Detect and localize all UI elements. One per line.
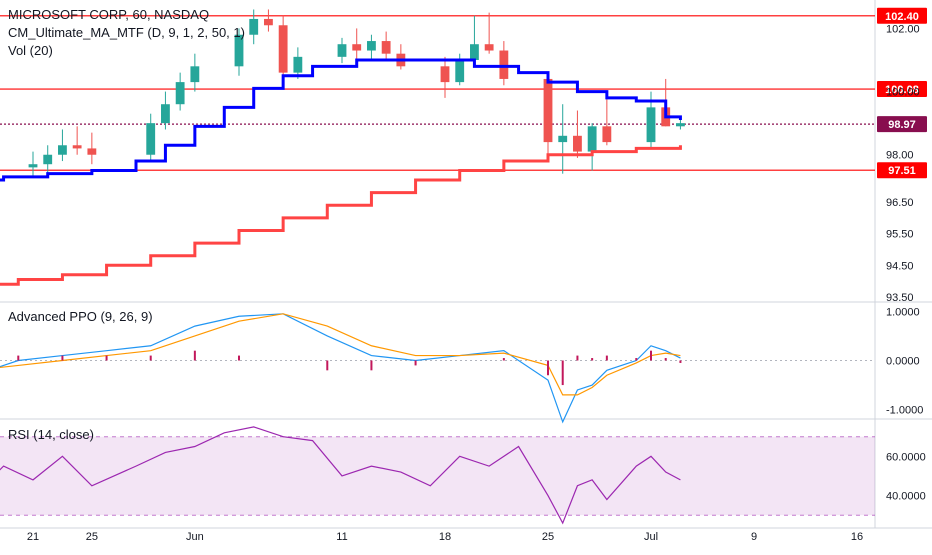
level-badge-label: 97.51 <box>888 165 916 177</box>
candle-body <box>381 41 391 54</box>
x-tick-label: 25 <box>86 531 98 543</box>
price-tick-label: 102.00 <box>886 23 920 35</box>
ppo-histogram-bar <box>414 360 417 366</box>
x-tick-label: Jul <box>644 531 658 543</box>
candle-body <box>367 41 376 51</box>
x-tick-label: 9 <box>751 531 757 543</box>
ppo-histogram-bar <box>679 360 682 363</box>
price-tick-label: 100.00 <box>886 87 920 99</box>
ppo-histogram-bar <box>635 358 638 361</box>
level-badge <box>877 162 927 179</box>
ppo-histogram-bar <box>561 360 564 386</box>
level-badge <box>877 116 927 133</box>
ppo-histogram-bar <box>61 355 64 361</box>
ppo-histogram-bar <box>547 360 549 376</box>
candle-body <box>278 25 288 73</box>
ppo-histogram-bar <box>105 355 108 361</box>
rsi-tick-label: 40.0000 <box>886 491 926 503</box>
price-legend: MICROSOFT CORP, 60, NASDAQ CM_Ultimate_M… <box>8 6 245 60</box>
ppo-tick-label: 0.0000 <box>886 356 920 368</box>
level-badge-label: 100.08 <box>885 84 919 96</box>
rsi-line <box>0 426 681 525</box>
candle-body <box>293 56 303 73</box>
rsi-tick-label: 60.0000 <box>886 451 926 463</box>
candle-body <box>455 60 465 83</box>
rsi-indicator-label[interactable]: RSI (14, close) <box>8 427 94 442</box>
candle-body <box>43 154 53 165</box>
candle-body <box>28 164 38 168</box>
candle-body <box>264 18 273 26</box>
ppo-histogram-bar <box>149 355 152 361</box>
candle-body <box>234 34 244 67</box>
candle-body <box>337 44 347 57</box>
candle-body <box>87 148 97 155</box>
candle-body <box>352 44 362 51</box>
candle-body <box>646 107 656 143</box>
price-tick-label: 93.50 <box>886 292 914 304</box>
ppo-histogram-bar <box>576 355 579 361</box>
price-tick-label: 94.50 <box>886 260 914 272</box>
candle-body <box>58 145 67 155</box>
candle-body <box>543 78 553 143</box>
candle-body <box>249 18 259 35</box>
level-badge-label: 98.97 <box>888 119 916 131</box>
ppo-histogram-bar <box>17 355 20 361</box>
x-tick-label: Jun <box>186 531 204 543</box>
rsi-band <box>0 436 875 516</box>
price-tick-label: 95.50 <box>886 229 914 241</box>
ppo-histogram-bar <box>326 360 329 371</box>
candle-body <box>558 135 568 143</box>
ma-indicator-label[interactable]: CM_Ultimate_MA_MTF (D, 9, 1, 2, 50, 1) <box>8 25 245 40</box>
candle-body <box>146 123 156 155</box>
candle-body <box>484 44 494 51</box>
ppo-histogram-bar <box>605 355 608 361</box>
ma-step-line <box>0 58 682 182</box>
ppo-histogram-bar <box>591 358 594 361</box>
ppo-histogram-bar <box>193 350 196 361</box>
price-tick-label: 98.00 <box>886 150 914 162</box>
ppo-indicator-label[interactable]: Advanced PPO (9, 26, 9) <box>8 309 153 324</box>
ppo-line <box>0 313 681 424</box>
level-badge <box>877 7 927 24</box>
ppo-tick-label: -1.0000 <box>886 405 923 417</box>
ppo-histogram-bar <box>370 360 373 371</box>
ppo-histogram-bar <box>664 358 667 361</box>
candle-body <box>676 123 685 127</box>
x-tick-label: 25 <box>542 531 554 543</box>
candle-body <box>72 145 82 149</box>
ppo-histogram-bar <box>650 350 652 361</box>
candle-body <box>175 82 185 105</box>
level-badge <box>877 81 927 98</box>
candle-body <box>440 66 450 83</box>
ppo-line <box>0 313 681 396</box>
x-tick-label: 18 <box>439 531 451 543</box>
rsi-legend: RSI (14, close) <box>8 426 94 444</box>
x-tick-label: 21 <box>27 531 39 543</box>
price-tick-label: 96.50 <box>886 197 914 209</box>
candle-body <box>190 66 200 83</box>
candle-body <box>470 44 479 60</box>
ppo-legend: Advanced PPO (9, 26, 9) <box>8 308 153 326</box>
candle-body <box>573 135 582 152</box>
symbol-title[interactable]: MICROSOFT CORP, 60, NASDAQ <box>8 7 210 22</box>
x-tick-label: 11 <box>336 531 347 543</box>
ppo-tick-label: 1.0000 <box>886 306 920 318</box>
candle-body <box>587 126 597 152</box>
ppo-histogram-bar <box>502 358 505 361</box>
candle-body <box>602 126 612 143</box>
ma-step-line <box>0 145 682 286</box>
volume-indicator-label[interactable]: Vol (20) <box>8 43 53 58</box>
level-badge-label: 102.40 <box>885 11 919 23</box>
candle-body <box>499 50 509 79</box>
candle-body <box>161 104 170 124</box>
x-tick-label: 16 <box>851 531 863 543</box>
ppo-histogram-bar <box>238 355 240 361</box>
